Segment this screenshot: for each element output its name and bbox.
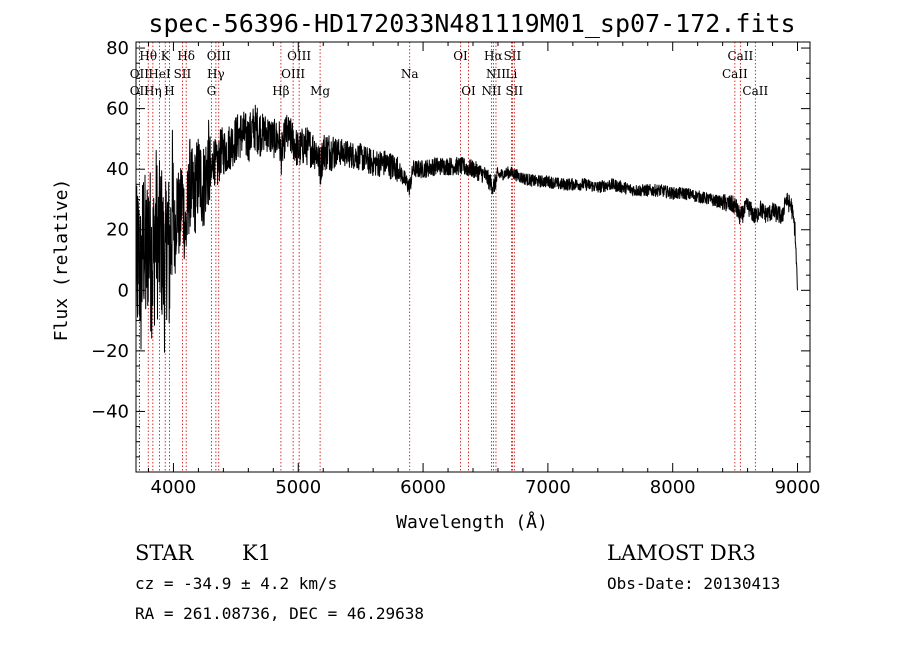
spectral-line-label: SII	[505, 84, 523, 98]
spectral-line-label: SII	[174, 67, 192, 81]
x-tick-label: 9000	[775, 477, 821, 498]
spectral-line-label: Hγ	[207, 67, 225, 81]
spectral-line-label: H	[164, 84, 174, 98]
spectral-line-label: Mg	[310, 84, 330, 98]
spectral-line-label: NII	[486, 67, 506, 81]
x-tick-label: 7000	[525, 477, 571, 498]
spectral-line-label: K	[161, 49, 171, 63]
x-axis-label: Wavelength (Å)	[396, 511, 548, 533]
spectral-line-label: Li	[506, 67, 518, 81]
spectral-line-label: OIII	[281, 67, 305, 81]
observation-date: Obs-Date: 20130413	[607, 574, 780, 593]
y-tick-label: 20	[106, 220, 129, 241]
spectral-line-label: Hθ	[139, 49, 157, 63]
y-axis-label: Flux (relative)	[51, 179, 72, 342]
spectral-line-label: HeI	[148, 67, 171, 81]
spectral-line-label: Hδ	[177, 49, 195, 63]
spectral-line-label: Na	[401, 67, 419, 81]
spectral-line-label: OI	[461, 84, 476, 98]
plot-frame	[135, 41, 811, 473]
y-tick-label: −20	[91, 341, 129, 362]
x-axis: 4000 5000 6000 7000 8000 9000	[147, 42, 821, 498]
spectral-line-label: OIII	[207, 49, 231, 63]
spectrum-series	[135, 104, 798, 353]
x-tick-label: 5000	[275, 477, 321, 498]
y-tick-label: 40	[106, 159, 129, 180]
ra-dec-coordinates: RA = 261.08736, DEC = 46.29638	[135, 604, 424, 623]
spectral-line-label: SII	[504, 49, 522, 63]
spectral-line-label: Hα	[484, 49, 503, 63]
chart-title: spec-56396-HD172033N481119M01_sp07-172.f…	[148, 9, 795, 38]
spectral-line-label: CaII	[722, 67, 748, 81]
object-class: STAR	[135, 541, 194, 565]
spectral-line-label: OI	[453, 49, 468, 63]
redshift-cz: cz = -34.9 ± 4.2 km/s	[135, 574, 337, 593]
y-tick-label: 0	[118, 280, 129, 301]
y-tick-label: 80	[106, 38, 129, 59]
spectrum-line	[135, 104, 798, 353]
y-tick-label: −40	[91, 401, 129, 422]
y-axis: −40 −20 0 20 40 60 80	[91, 38, 810, 458]
spectral-line-label: OIII	[287, 49, 311, 63]
y-tick-label: 60	[106, 99, 129, 120]
spectral-line-label: NII	[481, 84, 501, 98]
survey-name: LAMOST DR3	[607, 541, 756, 565]
object-subclass: K1	[242, 541, 271, 565]
x-tick-label: 6000	[400, 477, 446, 498]
spectral-line-label: G	[207, 84, 217, 98]
x-tick-label: 4000	[151, 477, 197, 498]
spectral-line-label: Hβ	[272, 84, 289, 98]
spectral-line-label: CaII	[742, 84, 768, 98]
x-tick-label: 8000	[650, 477, 696, 498]
spectral-line-label: OII	[130, 84, 150, 98]
spectral-line-label: CaII	[727, 49, 753, 63]
spectral-line-label: Hη	[144, 84, 162, 98]
